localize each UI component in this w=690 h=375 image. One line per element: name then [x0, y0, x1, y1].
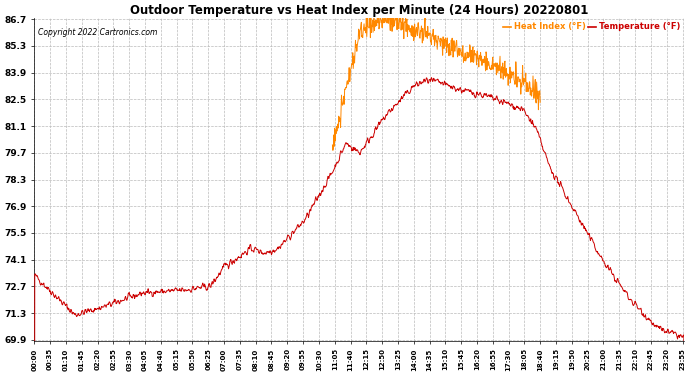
Text: Copyright 2022 Cartronics.com: Copyright 2022 Cartronics.com	[37, 28, 157, 37]
Legend: Heat Index (°F), Temperature (°F): Heat Index (°F), Temperature (°F)	[503, 22, 680, 32]
Title: Outdoor Temperature vs Heat Index per Minute (24 Hours) 20220801: Outdoor Temperature vs Heat Index per Mi…	[130, 4, 589, 17]
